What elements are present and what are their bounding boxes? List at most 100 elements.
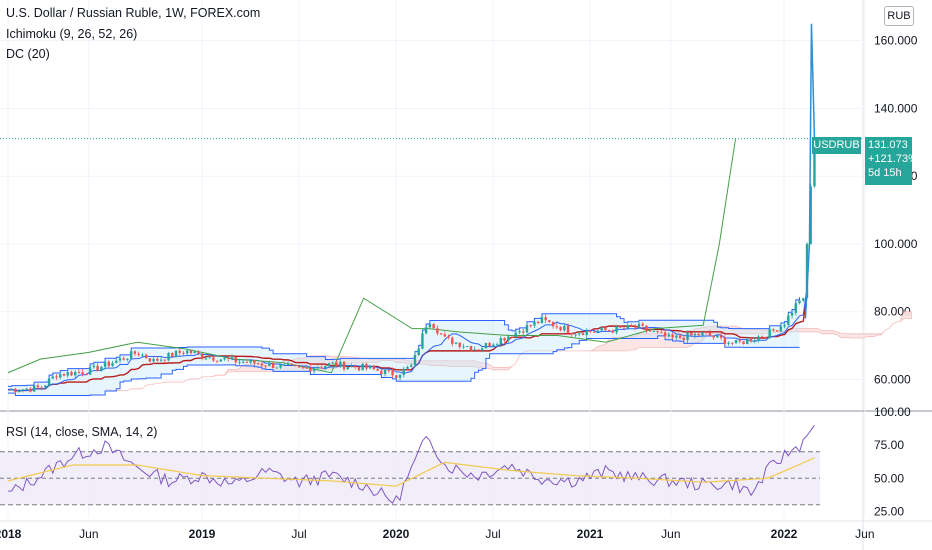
donchian-lower (8, 335, 800, 397)
candle-body (264, 365, 267, 367)
candle-body (249, 360, 252, 363)
candle-body (122, 358, 125, 360)
candle-body (734, 340, 738, 344)
candle-body (719, 335, 723, 338)
candle-body (81, 372, 84, 375)
candle-body (275, 367, 279, 369)
candle-body (596, 330, 600, 332)
price-tick-label: 140.000 (874, 101, 918, 115)
candle-body (656, 331, 659, 333)
candle-body (32, 385, 36, 392)
candle-body (775, 330, 779, 332)
candle-body (40, 387, 43, 389)
candle-body (77, 372, 81, 374)
candle-body (555, 326, 559, 328)
candle-body (130, 351, 133, 359)
candle-body (316, 367, 320, 369)
candle-body (305, 367, 308, 369)
candle-body (398, 374, 402, 378)
rsi-line (7, 424, 815, 504)
candle-body (701, 332, 704, 336)
candle-body (436, 328, 439, 334)
symbol-title[interactable]: U.S. Dollar / Russian Ruble, 1W, FOREX.c… (6, 6, 261, 20)
candle-body (242, 361, 245, 363)
candle-body (354, 365, 357, 368)
candle-body (708, 332, 712, 336)
candle-body (712, 335, 715, 338)
candle-body (667, 334, 671, 337)
candle-body (178, 350, 181, 353)
price-spike-line (804, 23, 816, 319)
candle-body (204, 358, 208, 360)
rsi-tick-label: 75.00 (874, 438, 904, 452)
candle-body (790, 312, 794, 316)
candle-body (212, 357, 215, 361)
candle-body (570, 333, 573, 335)
candle-body (589, 330, 592, 332)
candle-body (410, 365, 413, 367)
candle-body (327, 363, 331, 366)
candle-body (634, 326, 637, 328)
candle-body (47, 378, 51, 386)
candle-body (96, 365, 99, 371)
candle-body (103, 361, 107, 367)
candle-body (641, 323, 644, 326)
candle-body (443, 334, 447, 337)
candle-body (447, 336, 450, 338)
ichimoku-legend[interactable]: Ichimoku (9, 26, 52, 26) (6, 27, 138, 41)
candle-body (477, 349, 480, 351)
candle-body (215, 360, 219, 362)
candle-body (193, 351, 196, 354)
rsi-legend[interactable]: RSI (14, close, SMA, 14, 2) (6, 425, 158, 439)
candle-body (234, 357, 237, 363)
candle-body (44, 385, 47, 388)
candle-body (802, 298, 805, 301)
tenkan-line (7, 287, 808, 392)
candle-body (600, 327, 603, 331)
candle-body (492, 344, 495, 347)
candle-body (268, 362, 271, 367)
time-tick-label: Jun (855, 527, 874, 541)
rsi-tick-label: 50.00 (874, 471, 904, 485)
candle-body (309, 367, 312, 372)
candle-body (660, 331, 663, 333)
candle-body (559, 326, 562, 331)
candle-body (286, 364, 290, 366)
candle-body (551, 322, 555, 327)
candle-body (346, 367, 349, 370)
candle-body (372, 366, 376, 370)
candle-body (59, 374, 62, 378)
candle-body (760, 336, 764, 338)
candle-body (171, 352, 174, 357)
candle-body (100, 366, 103, 371)
candle-body (592, 331, 596, 333)
candle-body (648, 330, 652, 332)
currency-button[interactable]: RUB (884, 6, 914, 26)
time-tick-label: Jun (79, 527, 98, 541)
candle-body (417, 348, 420, 355)
candle-body (421, 333, 424, 349)
candle-body (764, 336, 768, 338)
candle-body (159, 359, 163, 361)
candle-body (704, 332, 708, 334)
time-tick-label: 2018 (0, 527, 22, 541)
candle-body (357, 367, 361, 371)
candle-body (167, 352, 170, 361)
candle-body (320, 367, 323, 369)
candle-body (544, 317, 547, 321)
candle-body (495, 344, 499, 346)
donchian-legend[interactable]: DC (20) (6, 47, 50, 61)
candle-body (227, 357, 230, 359)
candle-body (484, 343, 488, 349)
candle-body (21, 389, 25, 391)
candle-body (451, 337, 454, 344)
candle-body (604, 327, 607, 331)
candle-body (197, 351, 200, 354)
candle-body (107, 361, 111, 367)
candle-body (693, 333, 697, 336)
candle-body (533, 321, 536, 326)
candle-body (462, 346, 465, 348)
candle-body (798, 300, 801, 304)
